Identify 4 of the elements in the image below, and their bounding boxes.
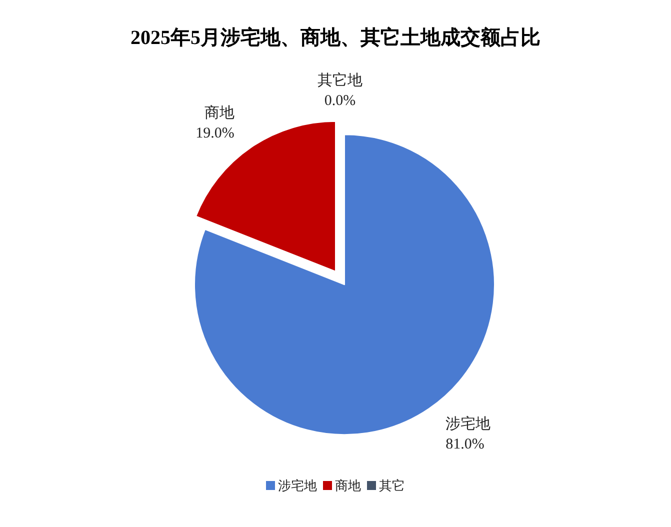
legend-label: 其它 — [379, 478, 405, 493]
legend-label: 商地 — [335, 478, 361, 493]
title: 2025年5月涉宅地、商地、其它土地成交额占比 — [130, 27, 540, 49]
legend-label: 涉宅地 — [278, 478, 317, 493]
